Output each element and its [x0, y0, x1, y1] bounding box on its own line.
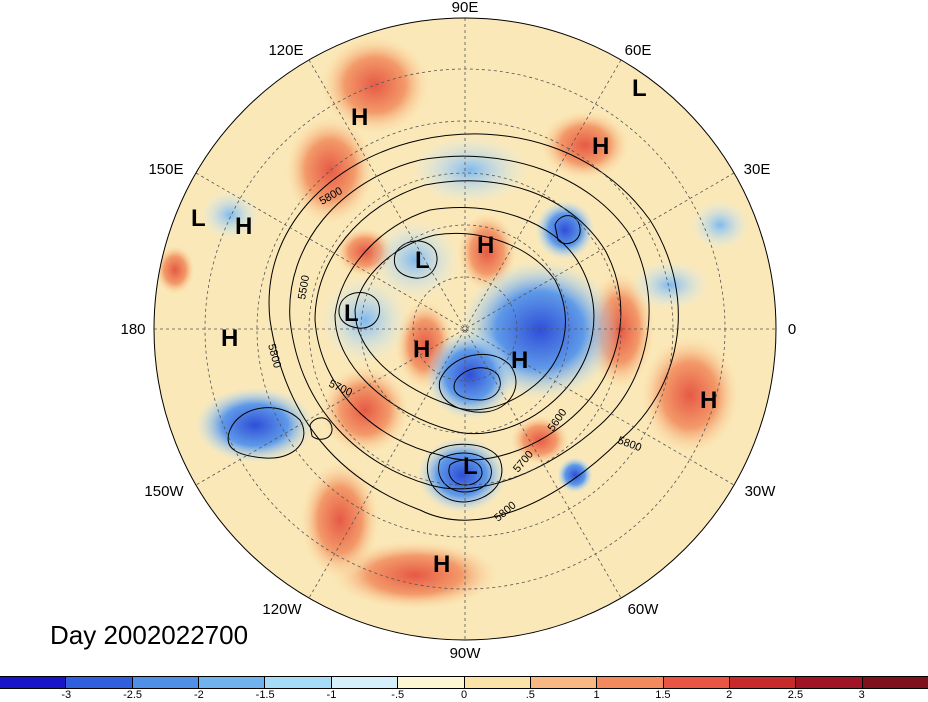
- colorbar-swatch: [530, 677, 598, 688]
- longitude-label: 30E: [744, 161, 771, 178]
- pressure-center-label: H: [351, 104, 368, 131]
- pressure-center-label: H: [235, 213, 252, 240]
- pressure-center-label: H: [413, 336, 430, 363]
- contour-label: 5500: [296, 274, 312, 300]
- colorbar-swatch: [265, 677, 332, 688]
- colorbar-swatch: [199, 677, 266, 688]
- colorbar-swatch: [663, 677, 730, 688]
- colorbar-swatch: [66, 677, 133, 688]
- longitude-label: 0: [788, 321, 796, 338]
- colorbar: [0, 676, 928, 689]
- colorbar-tick-label: -2: [193, 689, 204, 701]
- longitude-label: 120W: [262, 601, 302, 618]
- colorbar-tick-label: -2.5: [123, 689, 143, 701]
- colorbar-swatch: [796, 677, 863, 688]
- longitude-label: 150W: [144, 483, 184, 500]
- colorbar-swatch: [729, 677, 797, 688]
- pressure-center-label: H: [592, 133, 609, 160]
- longitude-label: 150E: [148, 161, 183, 178]
- colorbar-swatch: [862, 677, 928, 688]
- colorbar-swatch: [132, 677, 200, 688]
- colorbar-tick-label: .5: [525, 689, 535, 701]
- anomaly-field: [154, 18, 776, 640]
- pressure-center-label: L: [632, 75, 647, 102]
- longitude-label: 90W: [450, 645, 482, 662]
- longitude-label: 120E: [268, 42, 303, 59]
- longitude-label: 30W: [745, 483, 777, 500]
- colorbar-tick-label: 2.5: [787, 689, 804, 701]
- map-boundary: [153, 17, 777, 641]
- colorbar-tick-label: -3: [61, 689, 72, 701]
- colorbar-tick-label: -1: [326, 689, 337, 701]
- colorbar-swatch: [331, 677, 399, 688]
- lat-lon-grid: [154, 18, 776, 640]
- longitude-label: 60W: [628, 601, 660, 618]
- colorbar-tick-label: 0: [460, 689, 468, 701]
- pressure-center-label: L: [463, 453, 478, 480]
- pressure-center-label: H: [700, 387, 717, 414]
- pressure-center-label: H: [433, 551, 450, 578]
- longitude-label-group: 90E 60E 30E 0 30W 60W 90W 120W 150W 180 …: [120, 0, 796, 662]
- colorbar-tick-labels: -3 -2.5 -2 -1.5 -1 -.5 0 .5 1 1.5 2 2.5 3: [0, 689, 928, 702]
- colorbar-swatch: [464, 677, 531, 688]
- pressure-center-group: L H H L H H L H L H H H L H: [191, 75, 717, 578]
- longitude-label: 90E: [452, 0, 479, 16]
- colorbar-swatch: [398, 677, 465, 688]
- colorbar-tick-label: 3: [858, 689, 865, 701]
- height-contours: [227, 133, 679, 521]
- colorbar-tick-label: 2: [726, 689, 733, 701]
- colorbar-tick-label: 1: [593, 689, 600, 701]
- colorbar-swatch: [597, 677, 664, 688]
- pressure-center-label: H: [511, 347, 528, 374]
- longitude-label: 180: [120, 321, 145, 338]
- colorbar-tick-label: -.5: [391, 689, 405, 701]
- pressure-center-label: L: [191, 205, 206, 232]
- longitude-label: 60E: [625, 42, 652, 59]
- colorbar-tick-label: -1.5: [255, 689, 275, 701]
- day-title: Day 2002022700: [50, 620, 249, 650]
- colorbar-swatch: [0, 677, 67, 688]
- colorbar-tick-label: 1.5: [655, 689, 671, 701]
- pressure-center-label: L: [415, 247, 430, 274]
- pressure-center-label: L: [344, 300, 359, 327]
- pressure-center-label: H: [221, 325, 238, 352]
- pressure-center-label: H: [477, 232, 494, 259]
